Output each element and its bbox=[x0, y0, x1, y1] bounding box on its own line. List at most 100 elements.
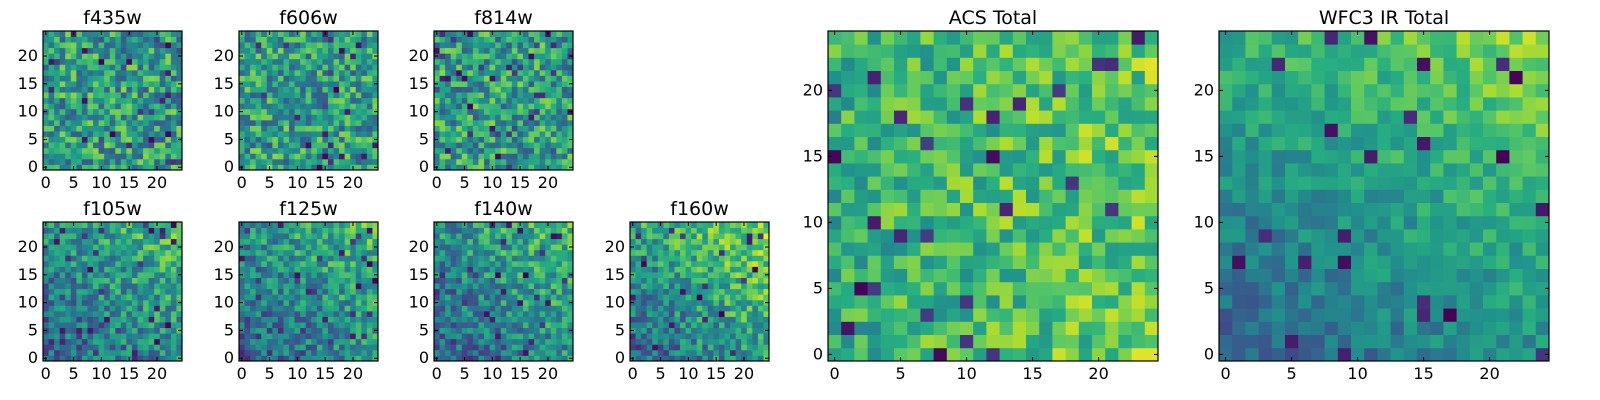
heatmap-cell bbox=[484, 47, 490, 54]
heatmap-cell bbox=[98, 233, 105, 240]
heatmap-cell bbox=[434, 119, 440, 126]
heatmap-cell bbox=[439, 114, 446, 121]
heatmap-cell bbox=[730, 266, 737, 273]
heatmap-cell bbox=[305, 249, 312, 256]
heatmap-cell bbox=[641, 283, 648, 290]
heatmap-cell bbox=[522, 153, 529, 160]
heatmap-cell bbox=[1039, 176, 1053, 190]
heatmap-cell bbox=[1118, 229, 1132, 243]
heatmap-cell bbox=[1105, 308, 1119, 322]
heatmap-cell bbox=[506, 158, 513, 165]
heatmap-cell bbox=[250, 114, 257, 121]
heatmap-cell bbox=[283, 349, 290, 356]
heatmap-cell bbox=[534, 327, 541, 334]
heatmap-cell bbox=[115, 266, 122, 273]
heatmap-cell bbox=[109, 103, 116, 110]
heatmap-cell bbox=[763, 349, 770, 356]
heatmap-cell bbox=[545, 136, 552, 143]
heatmap-cell bbox=[165, 310, 172, 317]
heatmap-cell bbox=[300, 114, 307, 121]
heatmap-cell bbox=[545, 81, 552, 87]
heatmap-cell bbox=[165, 249, 172, 256]
heatmap-cell bbox=[137, 227, 144, 234]
heatmap-cell bbox=[244, 86, 251, 93]
heatmap-cell bbox=[752, 260, 759, 267]
heatmap-cell bbox=[511, 249, 518, 256]
heatmap-cell bbox=[1012, 334, 1027, 349]
heatmap-cell bbox=[986, 268, 1000, 283]
heatmap-cell bbox=[663, 227, 670, 234]
heatmap-cell bbox=[87, 147, 94, 154]
heatmap-cell bbox=[456, 277, 463, 284]
heatmap-cell bbox=[545, 322, 552, 329]
heatmap-cell bbox=[702, 344, 709, 351]
heatmap-cell bbox=[272, 222, 279, 228]
heatmap-cell bbox=[294, 36, 301, 43]
heatmap-cell bbox=[300, 344, 307, 351]
heatmap-cell bbox=[305, 305, 312, 312]
heatmap-cell bbox=[239, 75, 245, 82]
heatmap-cell bbox=[170, 36, 177, 43]
heatmap-cell bbox=[434, 42, 440, 49]
heatmap-cell bbox=[109, 58, 116, 65]
heatmap-cell bbox=[741, 283, 748, 290]
heatmap-cell bbox=[143, 355, 150, 362]
heatmap-cell bbox=[43, 333, 49, 340]
heatmap-cell bbox=[277, 249, 284, 256]
heatmap-cell bbox=[539, 305, 546, 312]
heatmap-cell bbox=[528, 233, 535, 240]
heatmap-cell bbox=[93, 147, 99, 154]
heatmap-cell bbox=[713, 327, 720, 334]
heatmap-cell bbox=[148, 36, 155, 43]
heatmap-cell bbox=[680, 244, 686, 251]
heatmap-cell bbox=[70, 147, 77, 154]
heatmap-cell bbox=[646, 344, 653, 351]
heatmap-cell bbox=[176, 64, 183, 71]
heatmap-cell bbox=[59, 136, 66, 143]
heatmap-cell bbox=[361, 338, 368, 345]
heatmap-cell bbox=[718, 310, 725, 317]
heatmap-cell bbox=[43, 294, 49, 301]
heatmap-cell bbox=[176, 227, 183, 234]
heatmap-cell bbox=[255, 272, 262, 278]
heatmap-cell bbox=[355, 355, 362, 362]
heatmap-cell bbox=[244, 227, 251, 234]
heatmap-cell bbox=[59, 260, 66, 267]
heatmap-cell bbox=[239, 316, 245, 323]
heatmap-cell bbox=[567, 125, 574, 132]
heatmap-cell bbox=[545, 75, 552, 82]
heatmap-cell bbox=[148, 47, 155, 54]
heatmap-cell bbox=[311, 53, 318, 60]
heatmap-cell bbox=[115, 227, 122, 234]
heatmap-cell bbox=[294, 238, 301, 245]
heatmap-cell bbox=[1092, 163, 1106, 177]
heatmap-cell bbox=[495, 86, 502, 93]
heatmap-cell bbox=[1092, 242, 1106, 256]
heatmap-cell bbox=[170, 58, 177, 65]
heatmap-cell bbox=[467, 322, 474, 329]
heatmap-cell bbox=[456, 316, 463, 323]
heatmap-cell bbox=[735, 305, 742, 312]
heatmap-cell bbox=[366, 333, 373, 340]
heatmap-cell bbox=[76, 227, 83, 234]
heatmap-cell bbox=[539, 97, 546, 104]
heatmap-cell bbox=[478, 266, 485, 273]
heatmap-cell bbox=[115, 64, 122, 71]
heatmap-cell bbox=[143, 36, 150, 43]
heatmap-cell bbox=[478, 299, 485, 306]
heatmap-cell bbox=[98, 249, 105, 256]
heatmap-cell bbox=[450, 158, 457, 165]
heatmap-cell bbox=[93, 69, 99, 76]
heatmap-cell bbox=[1105, 295, 1119, 309]
heatmap-cell bbox=[668, 299, 675, 306]
heatmap-cell bbox=[1026, 202, 1040, 217]
heatmap-cell bbox=[539, 131, 546, 138]
heatmap-cell bbox=[344, 53, 351, 60]
heatmap-cell bbox=[272, 125, 279, 132]
y-tick-label: 10 bbox=[214, 102, 234, 121]
heatmap-cell bbox=[120, 58, 127, 65]
heatmap-cell bbox=[154, 153, 161, 160]
heatmap-cell bbox=[327, 64, 334, 71]
heatmap-cell bbox=[456, 299, 463, 306]
heatmap-cell bbox=[539, 92, 546, 99]
